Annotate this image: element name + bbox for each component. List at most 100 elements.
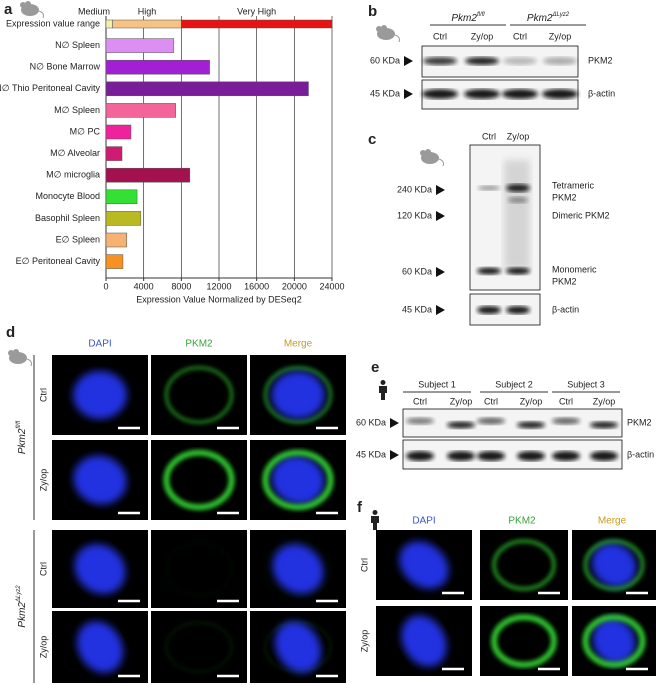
micrograph	[151, 355, 247, 435]
y-tick-label: N∅ Spleen	[55, 40, 100, 50]
nucleus	[274, 621, 322, 673]
y-tick-label: E∅ Spleen	[56, 234, 100, 244]
arrowhead	[390, 450, 399, 460]
bar	[105, 167, 191, 183]
band	[503, 57, 537, 65]
marker-label: 45 KDa	[402, 304, 432, 314]
human-icon	[379, 380, 387, 400]
lane-label: Ctrl	[484, 396, 498, 406]
band	[464, 89, 500, 99]
column-label: Merge	[598, 516, 627, 527]
micrograph	[250, 530, 346, 608]
band	[477, 267, 501, 275]
nucleus	[271, 371, 325, 419]
lane-label: Zy/op	[593, 396, 616, 406]
bar	[105, 124, 132, 140]
mouse-icon	[419, 148, 444, 167]
y-tick-label: Basophil Spleen	[35, 213, 100, 223]
band-label: β-actin	[588, 88, 615, 98]
arrowhead	[436, 305, 445, 315]
pkm2-signal	[491, 614, 557, 668]
genotype-sup: fl/fl	[16, 420, 22, 428]
band	[406, 417, 434, 425]
arrowhead	[436, 185, 445, 195]
band	[423, 57, 457, 65]
bar	[105, 59, 210, 75]
image-bg	[151, 611, 247, 683]
nucleus	[271, 455, 325, 505]
genotype-label: Pkm2fl/fl	[16, 420, 28, 454]
row-label: Ctrl	[38, 562, 48, 576]
band	[506, 184, 530, 192]
pkm2-signal	[166, 622, 232, 672]
row-label: Ctrl	[38, 388, 48, 402]
micrograph	[52, 355, 148, 435]
gene: Pkm2	[451, 13, 477, 24]
micrograph	[151, 440, 247, 520]
genotype-label: Pkm2ΔLyz2	[527, 12, 570, 24]
range-label: High	[138, 6, 157, 16]
smear	[504, 160, 530, 270]
range-segment	[112, 19, 182, 29]
nucleus	[76, 621, 124, 673]
arrowhead	[404, 56, 413, 66]
nucleus	[272, 544, 324, 594]
band	[502, 89, 538, 99]
lane-label: Zy/op	[520, 396, 543, 406]
lane-label: Ctrl	[513, 31, 527, 41]
pkm2-signal	[263, 366, 333, 424]
panel-label: a	[4, 1, 13, 18]
range-name: Expression value range	[6, 18, 100, 28]
panel-label: f	[357, 499, 363, 516]
arrowhead	[404, 89, 413, 99]
genotype-label: Pkm2ΔLyz2	[16, 585, 28, 628]
mouse-icon	[19, 0, 44, 19]
row-label: Zy/op	[38, 636, 48, 659]
pkm2-signal	[492, 539, 556, 591]
row-label: Zy/op	[38, 469, 48, 492]
band	[406, 451, 434, 461]
x-tick-label: 8000	[171, 281, 191, 291]
marker-label: 45 KDa	[370, 88, 400, 98]
pkm2-signal	[163, 449, 235, 511]
lane-label: Ctrl	[433, 31, 447, 41]
band	[447, 451, 475, 461]
band	[552, 451, 580, 461]
bar	[105, 254, 124, 269]
bar	[105, 38, 175, 53]
band	[508, 197, 528, 203]
gene: Pkm2	[527, 13, 553, 24]
pkm2-signal	[164, 366, 234, 424]
lane-label: Ctrl	[413, 396, 427, 406]
band	[506, 306, 530, 314]
gene: Pkm2	[17, 428, 28, 454]
band	[542, 89, 578, 99]
arrowhead	[436, 211, 445, 221]
nucleus	[401, 615, 447, 667]
range-segment	[181, 19, 333, 29]
band-label: PKM2	[552, 276, 577, 286]
lane-label: Zy/op	[450, 396, 473, 406]
band	[477, 306, 501, 314]
range-segment	[105, 19, 113, 29]
column-label: Merge	[284, 339, 313, 350]
arrowhead	[390, 418, 399, 428]
x-tick-label: 12000	[206, 281, 231, 291]
subject-label: Subject 2	[495, 379, 533, 389]
band	[590, 421, 618, 429]
x-tick-label: 0	[103, 281, 108, 291]
pkm2-signal	[583, 539, 645, 591]
band-label: β-actin	[627, 449, 654, 459]
bar	[105, 103, 176, 118]
human-icon	[371, 510, 379, 530]
y-tick-label: M∅ microglia	[46, 170, 100, 180]
band	[477, 451, 505, 461]
nucleus	[73, 455, 127, 505]
marker-label: 60 KDa	[370, 55, 400, 65]
bar	[105, 232, 127, 248]
panel-label: c	[368, 131, 376, 148]
column-label: DAPI	[412, 516, 435, 527]
marker-label: 45 KDa	[356, 449, 386, 459]
band	[590, 451, 618, 461]
subject-label: Subject 3	[567, 379, 605, 389]
